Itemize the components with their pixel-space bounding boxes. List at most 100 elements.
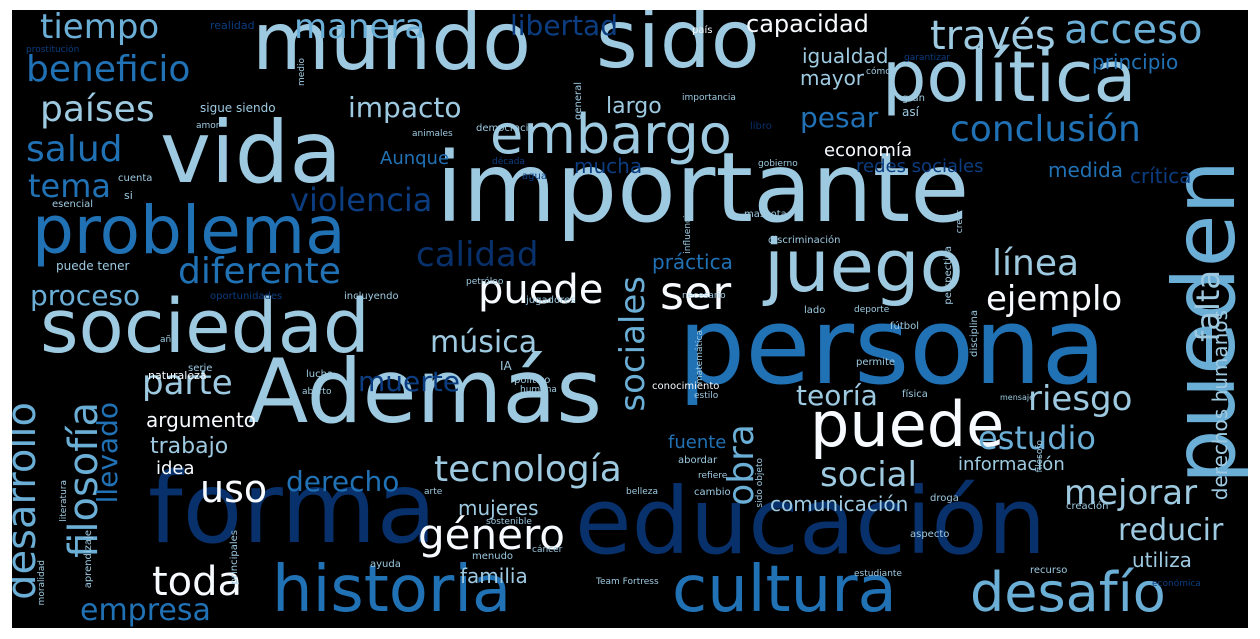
- word-si: si: [124, 189, 133, 202]
- word-filosofo: filósofo: [1035, 440, 1045, 473]
- word-menudo: menudo: [472, 551, 514, 562]
- word-mientras: mientras: [12, 240, 15, 280]
- word-critica: crítica: [1130, 164, 1192, 188]
- word-sostenible: sostenible: [486, 517, 532, 527]
- word-refiere: refiere: [698, 471, 728, 481]
- word-democracia: democracia: [476, 123, 535, 134]
- word-importancia: importancia: [682, 93, 736, 103]
- word-conocimiento: conocimiento: [652, 381, 720, 392]
- word-derechos-humanos: derechos humanos: [1208, 310, 1232, 501]
- word-embargo: embargo: [490, 103, 732, 166]
- word-ia: IA: [500, 359, 512, 373]
- word-general: general: [573, 82, 584, 121]
- word-agua: agua: [522, 171, 547, 182]
- word-mundo: mundo: [252, 10, 532, 88]
- word-abordar: abordar: [678, 455, 718, 466]
- word-sido: sido: [596, 10, 760, 86]
- word-jugadores: jugadores: [526, 295, 576, 306]
- word-importante: importante: [436, 132, 970, 244]
- word-asi: así: [902, 105, 919, 119]
- word-linea: línea: [992, 243, 1080, 284]
- word-disciplina: disciplina: [969, 310, 980, 357]
- word-realidad: realidad: [210, 19, 255, 32]
- word-argumento: argumento: [146, 408, 257, 432]
- word-pais: país: [692, 25, 713, 36]
- word-economia: economía: [824, 140, 912, 161]
- word-crear: crear: [955, 210, 965, 234]
- word-riesgo: riesgo: [1028, 379, 1133, 419]
- word-problema: problema: [32, 192, 346, 269]
- word-ser: ser: [660, 266, 732, 320]
- word-humana: humana: [520, 385, 557, 395]
- word-como: cómo: [866, 67, 891, 77]
- word-animales: animales: [412, 129, 453, 139]
- word-discriminacion: discriminación: [768, 235, 841, 246]
- word-forma: forma: [148, 452, 437, 566]
- word-libertad: libertad: [510, 10, 618, 42]
- word-genero: género: [418, 510, 565, 559]
- word-desafio: desafío: [970, 561, 1166, 624]
- word-puede-tener: puede tener: [56, 259, 130, 273]
- word-uso: uso: [200, 467, 268, 511]
- word-economica: económica: [1152, 579, 1201, 589]
- word-toda: toda: [152, 559, 243, 605]
- word-matematica: matemática: [695, 330, 705, 385]
- word-estilo: estilo: [694, 391, 719, 401]
- word-tecnologia: tecnología: [434, 449, 622, 490]
- word-mayor: mayor: [800, 66, 865, 90]
- word-politico: político: [514, 375, 551, 386]
- word-persona: persona: [678, 285, 1107, 408]
- word-cambio: cambio: [694, 487, 731, 498]
- word-perspectiva: perspectiva: [943, 246, 954, 305]
- word-aborto: aborto: [302, 387, 332, 397]
- word-ejemplo: ejemplo: [986, 279, 1123, 319]
- word-oportunidades: oportunidades: [210, 291, 283, 302]
- word-sigue-siendo: sigue siendo: [200, 101, 276, 115]
- word-lucha: lucha: [306, 369, 334, 380]
- word-redes-sociales: redes sociales: [856, 156, 984, 177]
- word-estudiante: estudiante: [854, 569, 902, 579]
- word-salud: salud: [26, 129, 123, 170]
- word-ayuda: ayuda: [370, 559, 401, 570]
- word-cuenta: cuenta: [118, 173, 153, 184]
- word-traves: través: [930, 13, 1056, 59]
- word-violencia: violencia: [290, 181, 433, 219]
- word-serie: serie: [188, 363, 213, 374]
- word-aprendizaje: aprendizaje: [83, 530, 94, 589]
- word-deporte: deporte: [854, 305, 890, 315]
- word-necesario: necesario: [682, 291, 726, 301]
- word-empresa: empresa: [80, 593, 211, 628]
- word-medio: medio: [297, 58, 307, 87]
- word-team-fortress: Team Fortress: [596, 577, 659, 587]
- word-paises: países: [40, 89, 155, 130]
- word-historia: historia: [272, 553, 512, 627]
- word-proceso: proceso: [30, 279, 141, 312]
- word-tema: tema: [28, 167, 112, 205]
- word-mejorar: mejorar: [1064, 473, 1198, 513]
- word-incluyendo: incluyendo: [344, 291, 399, 302]
- word-arte: arte: [424, 487, 443, 497]
- word-mascota: mascota: [744, 209, 787, 220]
- word-creacion: creación: [1066, 501, 1109, 512]
- word-futbol: fútbol: [890, 321, 920, 332]
- word-fuente: fuente: [668, 432, 727, 453]
- word-estudio: estudio: [978, 419, 1096, 457]
- word-gran: gran: [902, 93, 925, 104]
- word-principio: principio: [1092, 50, 1179, 74]
- word-trabajo: trabajo: [150, 434, 229, 459]
- word-ano: año: [160, 335, 177, 345]
- word-diferente: diferente: [178, 251, 341, 292]
- word-cancer: cáncer: [532, 545, 563, 555]
- word-conclusion: conclusión: [950, 109, 1141, 150]
- word-sido-objeto: sido objeto: [755, 458, 765, 508]
- word-llevado: llevado: [91, 402, 124, 504]
- word-tiempo: tiempo: [40, 10, 160, 47]
- word-derecho: derecho: [286, 465, 400, 498]
- word-naturaleza: naturaleza: [148, 369, 207, 382]
- word-principales: principales: [229, 530, 240, 585]
- word-fisica: física: [902, 389, 928, 400]
- word-recurso: recurso: [1030, 565, 1068, 576]
- word-cloud: importante persona educación forma Además mun…: [12, 10, 1248, 628]
- word-garantizar: garantizar: [904, 53, 951, 63]
- word-calidad: calidad: [416, 235, 539, 275]
